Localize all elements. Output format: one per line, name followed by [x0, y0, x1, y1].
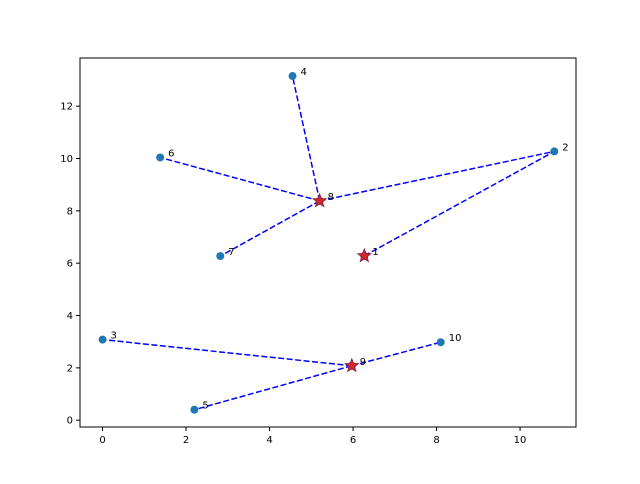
y-tick-label-2: 4 — [67, 311, 73, 322]
point-label-1: 1 — [372, 247, 378, 258]
x-tick-label-2: 4 — [266, 435, 272, 446]
y-tick-label-3: 6 — [67, 259, 73, 270]
y-axis-ticks: 0 2 4 6 8 10 12 — [60, 102, 80, 427]
x-tick-label-1: 2 — [183, 435, 189, 446]
link-line-8-2 — [319, 150, 555, 202]
y-tick-label-4: 8 — [67, 206, 73, 217]
link-line-9-10 — [351, 341, 441, 367]
link-line-9-5 — [194, 365, 352, 411]
y-tick-label-1: 2 — [67, 363, 73, 374]
point-label-7: 7 — [228, 247, 234, 258]
axes-frame — [79, 57, 577, 428]
x-tick-label-3: 6 — [350, 435, 356, 446]
link-lines — [102, 75, 555, 411]
x-tick-label-0: 0 — [99, 435, 105, 446]
x-axis-ticks: 0 2 4 6 8 10 — [99, 427, 526, 446]
point-label-9: 9 — [360, 357, 366, 368]
link-line-8-7 — [219, 200, 321, 257]
y-tick-label-6: 12 — [60, 102, 73, 113]
data-point-5 — [190, 405, 199, 414]
x-tick-label-5: 10 — [514, 435, 527, 446]
link-line-1-2 — [363, 150, 555, 257]
data-points — [98, 72, 559, 414]
data-point-2 — [550, 147, 559, 156]
y-tick-label-5: 10 — [60, 154, 73, 165]
point-label-4: 4 — [301, 67, 307, 78]
point-label-5: 5 — [202, 401, 208, 412]
point-label-8: 8 — [328, 192, 334, 203]
y-tick-label-0: 0 — [67, 416, 73, 427]
center-star-8 — [311, 192, 328, 208]
point-label-6: 6 — [168, 148, 174, 159]
data-point-10 — [436, 338, 445, 347]
x-tick-label-4: 8 — [433, 435, 439, 446]
data-point-7 — [216, 252, 225, 261]
link-line-8-6 — [159, 156, 320, 202]
link-line-8-4 — [291, 75, 321, 202]
data-point-4 — [288, 72, 297, 81]
point-label-10: 10 — [449, 333, 462, 344]
data-point-3 — [98, 335, 107, 344]
point-labels: 1 2 3 4 5 6 7 8 9 10 — [111, 67, 569, 412]
center-star-1 — [356, 247, 373, 263]
point-label-3: 3 — [111, 331, 117, 342]
center-star-9 — [344, 357, 360, 373]
link-line-9-3 — [102, 338, 352, 367]
data-point-6 — [156, 153, 165, 162]
point-label-2: 2 — [562, 142, 568, 153]
